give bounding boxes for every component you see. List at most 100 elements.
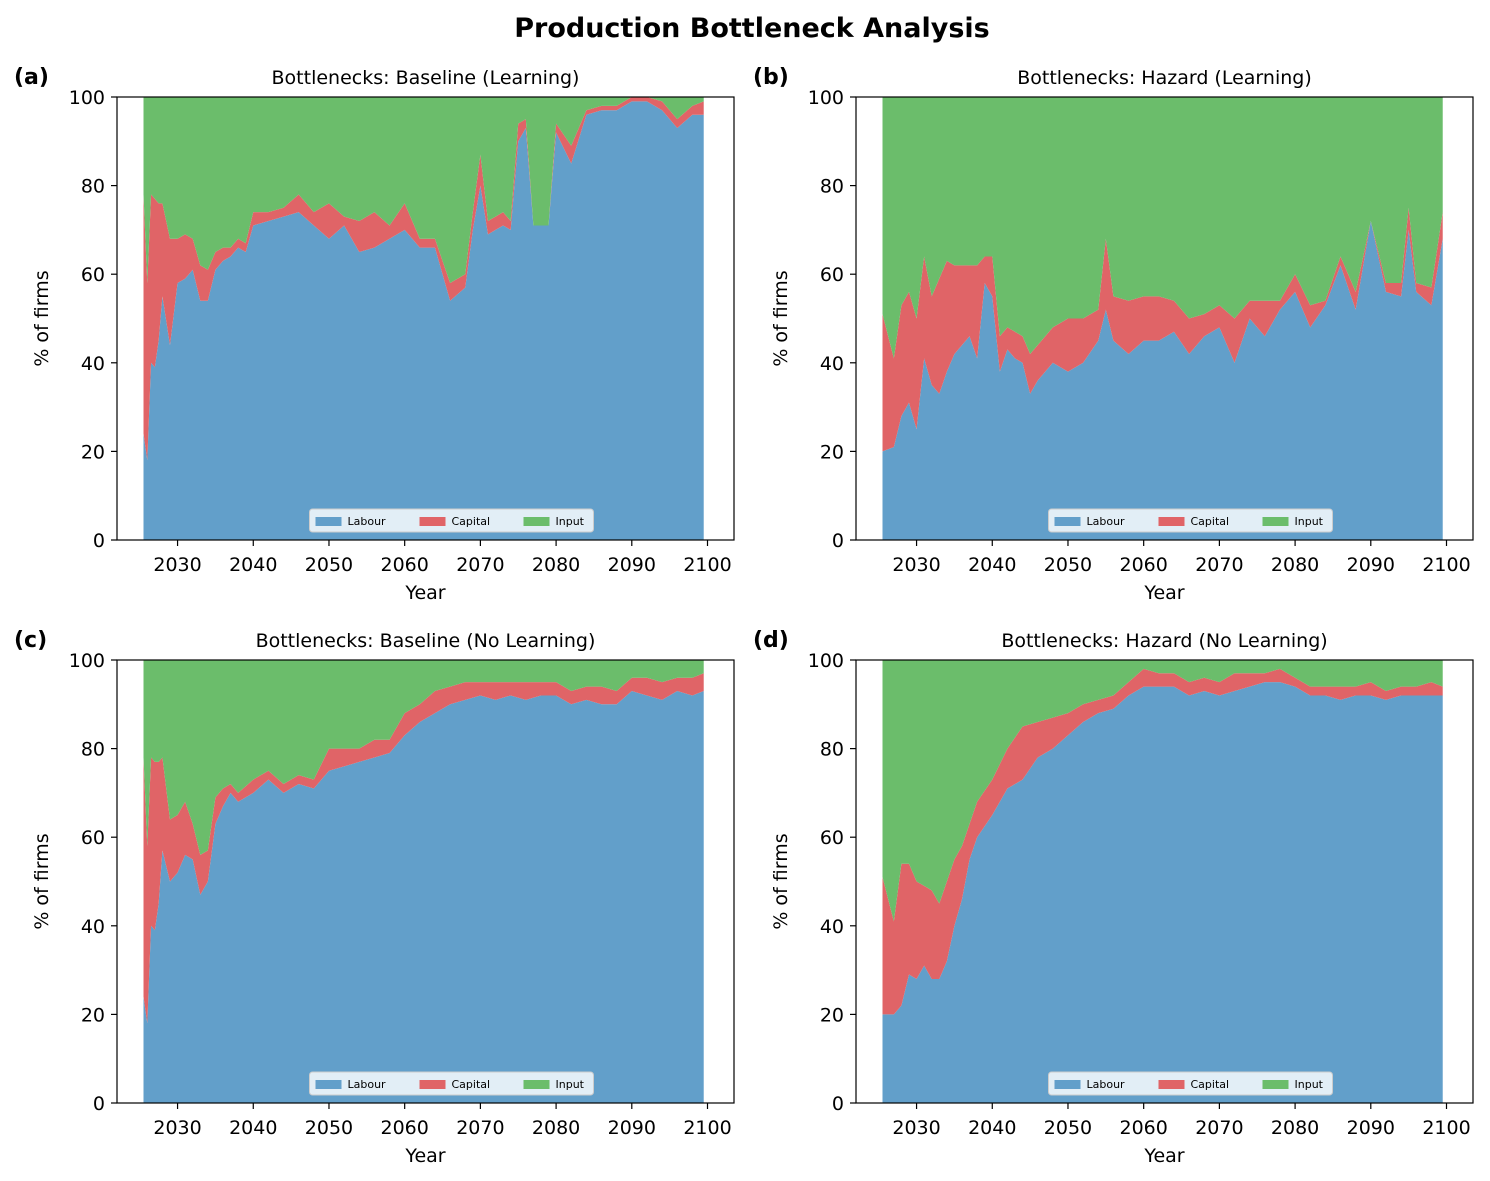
- area-labour: [143, 101, 704, 541]
- y-tick-label: 60: [81, 264, 105, 286]
- y-tick-label: 20: [81, 1004, 105, 1026]
- x-tick-label: 2070: [1195, 554, 1243, 576]
- area-labour: [143, 691, 704, 1103]
- y-tick-label: 80: [81, 176, 105, 198]
- y-tick-label: 100: [69, 650, 105, 672]
- panel-label: (d): [753, 628, 789, 653]
- y-tick-label: 60: [820, 827, 844, 849]
- legend-swatch-capital: [1158, 517, 1185, 526]
- area-input: [882, 97, 1443, 359]
- y-tick-label: 20: [820, 441, 844, 463]
- legend-box: [1048, 1071, 1333, 1096]
- area-input: [143, 660, 704, 855]
- axes-frame: [116, 96, 735, 541]
- legend: Labour Capital Input: [309, 1071, 594, 1096]
- area-input: [882, 660, 1443, 922]
- legend-swatch-capital: [1158, 1080, 1185, 1089]
- x-axis-label: Year: [1143, 1145, 1184, 1167]
- legend-box: [1048, 508, 1333, 533]
- legend-swatch-labour: [1054, 517, 1081, 526]
- x-tick-label: 2080: [1271, 554, 1319, 576]
- y-tick-label: 20: [820, 1004, 844, 1026]
- x-tick-label: 2040: [968, 554, 1016, 576]
- legend-swatch-labour: [1054, 1080, 1081, 1089]
- panel-label: (a): [14, 65, 49, 90]
- y-tick-label: 40: [820, 353, 844, 375]
- y-tick-label: 0: [832, 1093, 844, 1115]
- x-tick-label: 2030: [892, 554, 940, 576]
- x-tick-label: 2050: [305, 554, 353, 576]
- panel-title: Bottlenecks: Hazard (Learning): [1017, 67, 1311, 89]
- figure-title: Production Bottleneck Analysis: [514, 13, 990, 44]
- legend-label-labour: Labour: [348, 515, 387, 528]
- legend-label-capital: Capital: [452, 1078, 491, 1091]
- area-input: [143, 97, 704, 284]
- x-axis-label: Year: [404, 1145, 445, 1167]
- legend-label-input: Input: [556, 515, 585, 528]
- legend-box: [309, 508, 594, 533]
- y-tick-label: 80: [820, 176, 844, 198]
- legend-swatch-capital: [419, 1080, 446, 1089]
- x-tick-label: 2080: [1271, 1117, 1319, 1139]
- axes-frame: [855, 96, 1474, 541]
- x-tick-label: 2040: [229, 554, 277, 576]
- legend-label-input: Input: [556, 1078, 585, 1091]
- y-tick-label: 80: [820, 739, 844, 761]
- y-axis-label: % of firms: [31, 833, 53, 929]
- y-tick-label: 100: [808, 650, 844, 672]
- x-tick-label: 2080: [532, 554, 580, 576]
- x-tick-label: 2050: [305, 1117, 353, 1139]
- x-tick-label: 2100: [1422, 1117, 1470, 1139]
- area-labour: [882, 221, 1443, 541]
- legend-swatch-capital: [419, 517, 446, 526]
- x-tick-label: 2060: [1120, 554, 1168, 576]
- x-tick-label: 2090: [1347, 1117, 1395, 1139]
- area-labour: [882, 682, 1443, 1103]
- y-tick-label: 100: [69, 87, 105, 109]
- y-tick-label: 40: [820, 916, 844, 938]
- legend-swatch-input: [1262, 517, 1289, 526]
- y-tick-label: 60: [81, 827, 105, 849]
- x-tick-label: 2070: [1195, 1117, 1243, 1139]
- x-tick-label: 2100: [1422, 554, 1470, 576]
- x-tick-label: 2090: [608, 554, 656, 576]
- y-axis-label: % of firms: [31, 270, 53, 366]
- legend-label-capital: Capital: [452, 515, 491, 528]
- panel-label: (c): [14, 628, 47, 653]
- legend-label-input: Input: [1295, 1078, 1324, 1091]
- legend-label-capital: Capital: [1191, 1078, 1230, 1091]
- x-tick-label: 2030: [892, 1117, 940, 1139]
- y-tick-label: 0: [93, 1093, 105, 1115]
- y-tick-label: 40: [81, 916, 105, 938]
- legend: Labour Capital Input: [309, 508, 594, 533]
- y-tick-label: 0: [93, 530, 105, 552]
- x-tick-label: 2060: [381, 1117, 429, 1139]
- legend-label-labour: Labour: [348, 1078, 387, 1091]
- area-capital: [882, 668, 1443, 1015]
- legend-label-input: Input: [1295, 515, 1324, 528]
- x-tick-label: 2100: [683, 1117, 731, 1139]
- x-tick-label: 2060: [1120, 1117, 1168, 1139]
- x-tick-label: 2050: [1044, 554, 1092, 576]
- y-axis-label: % of firms: [770, 270, 792, 366]
- x-tick-label: 2070: [456, 1117, 504, 1139]
- legend: Labour Capital Input: [1048, 1071, 1333, 1096]
- axes-frame: [855, 659, 1474, 1104]
- x-axis-label: Year: [1143, 582, 1184, 604]
- x-tick-label: 2070: [456, 554, 504, 576]
- x-tick-label: 2030: [153, 1117, 201, 1139]
- y-axis-label: % of firms: [770, 833, 792, 929]
- legend-swatch-input: [1262, 1080, 1289, 1089]
- x-tick-label: 2090: [608, 1117, 656, 1139]
- legend-label-labour: Labour: [1087, 1078, 1126, 1091]
- y-tick-label: 20: [81, 441, 105, 463]
- panel-title: Bottlenecks: Hazard (No Learning): [1001, 630, 1327, 652]
- area-capital: [882, 207, 1443, 452]
- y-tick-label: 60: [820, 264, 844, 286]
- x-tick-label: 2030: [153, 554, 201, 576]
- axes-frame: [116, 659, 735, 1104]
- legend-swatch-input: [523, 1080, 550, 1089]
